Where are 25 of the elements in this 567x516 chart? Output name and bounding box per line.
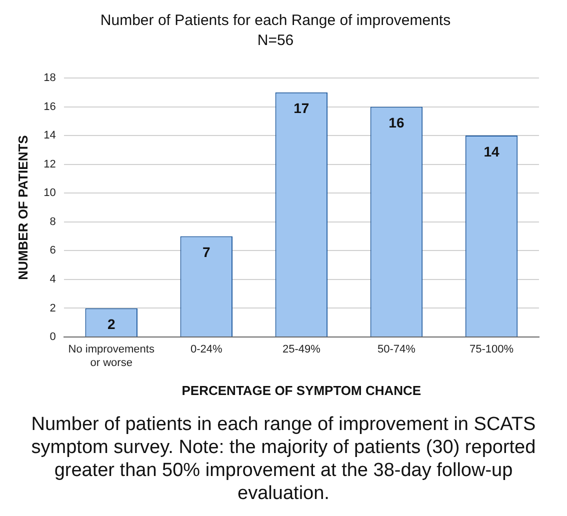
x-axis-title: PERCENTAGE OF SYMPTOM CHANCE — [182, 382, 422, 398]
x-tick-label: 0-24% — [190, 344, 222, 356]
y-tick-label: 8 — [50, 216, 56, 228]
data-label: 2 — [107, 316, 116, 332]
y-tick-label: 4 — [50, 273, 56, 286]
y-tick-label: 18 — [44, 72, 56, 84]
x-tick-label: No improvements or worse — [68, 344, 155, 369]
text: Number of patients in each range of improvement in SCATS symptom survey. Note: the majority of patients (30) reported greater than 50% improvement at the 38-day follow-up evaluation. — [30, 413, 537, 505]
data-label: 7 — [202, 244, 210, 260]
chart-title: Number of Patients for each Range of improvements — [100, 12, 451, 30]
y-tick-label: 16 — [44, 100, 56, 113]
x-tick-label: 75-100% — [469, 344, 514, 356]
chart-subtitle: N=56 — [257, 32, 294, 50]
y-tick-label: 12 — [44, 158, 56, 170]
y-tick-label: 2 — [50, 302, 56, 314]
y-axis-title: NUMBER OF PATIENTS — [15, 134, 30, 280]
x-tick-label: 50-74% — [377, 344, 416, 356]
y-tick-label: 10 — [44, 187, 56, 200]
y-tick-label: 14 — [44, 130, 56, 142]
x-tick-label: 25-49% — [282, 344, 321, 356]
data-label: 17 — [294, 100, 310, 116]
y-tick-label: 0 — [50, 331, 56, 344]
data-label: 14 — [484, 143, 500, 160]
y-tick-label: 6 — [50, 244, 56, 257]
data-label: 16 — [388, 114, 404, 131]
